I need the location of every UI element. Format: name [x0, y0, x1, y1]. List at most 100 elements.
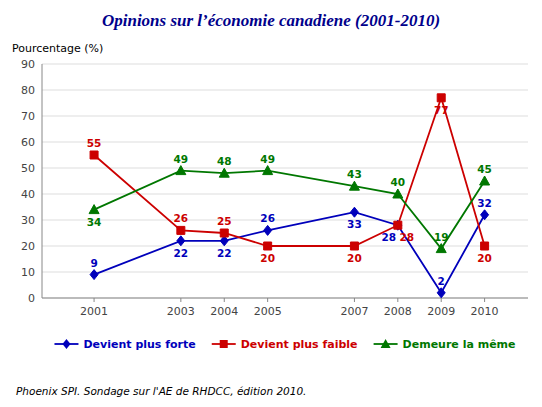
- data-label: 40: [391, 176, 406, 188]
- y-tick-label: 60: [21, 136, 35, 149]
- series-line: [94, 98, 485, 246]
- point: [219, 168, 229, 177]
- grid-line: [42, 194, 528, 195]
- x-tick-label: 2003: [167, 305, 195, 318]
- grid-line: [42, 64, 528, 65]
- point: [263, 166, 273, 175]
- point: [90, 151, 98, 159]
- y-tick-label: 70: [21, 110, 35, 123]
- grid-line: [42, 298, 528, 299]
- point: [481, 242, 489, 250]
- data-label: 77: [434, 104, 449, 116]
- data-label: 43: [347, 168, 362, 180]
- point: [220, 229, 228, 237]
- point: [394, 220, 402, 230]
- x-tick-label: 2001: [80, 305, 108, 318]
- x-tick: [354, 298, 355, 302]
- legend-label: Demeure la même: [403, 338, 516, 351]
- point: [349, 181, 359, 190]
- legend-marker: [62, 339, 70, 349]
- data-label: 49: [174, 153, 189, 165]
- data-label: 45: [477, 163, 492, 175]
- point: [480, 176, 490, 185]
- footer: Phoenix SPI. Sondage sur l'AE de RHDCC, …: [16, 385, 306, 397]
- y-tick-label: 0: [28, 292, 35, 305]
- y-tick-label: 50: [21, 162, 35, 175]
- grid-line: [42, 90, 528, 91]
- legend-item: Demeure la même: [374, 338, 516, 351]
- x-tick: [180, 298, 181, 302]
- data-label: 32: [477, 197, 492, 209]
- grid: [42, 64, 528, 298]
- legend-label: Devient plus faible: [241, 338, 358, 351]
- title: Opinions sur l’économie canadiene (2001-…: [102, 11, 440, 30]
- x-tick-label: 2009: [427, 305, 455, 318]
- x-tick-label: 2004: [210, 305, 238, 318]
- plot-area: [89, 94, 490, 298]
- series-line: [94, 212, 485, 293]
- grid-line: [42, 220, 528, 221]
- x-tick: [267, 298, 268, 302]
- grid-line: [42, 116, 528, 117]
- grid-line: [42, 272, 528, 273]
- point: [350, 242, 358, 250]
- data-label: 20: [477, 252, 492, 264]
- data-label: 22: [217, 247, 232, 259]
- legend-item: Devient plus forte: [54, 338, 195, 351]
- point: [264, 242, 272, 250]
- chart: Opinions sur l’économie canadiene (2001-…: [0, 0, 542, 407]
- data-label: 20: [260, 252, 275, 264]
- data-label: 55: [87, 137, 102, 149]
- point: [481, 210, 489, 220]
- x-tick: [397, 298, 398, 302]
- legend-marker: [220, 340, 228, 348]
- point: [437, 94, 445, 102]
- data-label: 2: [438, 275, 445, 287]
- point: [89, 205, 99, 214]
- x-tick-label: 2010: [471, 305, 499, 318]
- y-tick-label: 20: [21, 240, 35, 253]
- point: [394, 221, 402, 229]
- data-label: 48: [217, 155, 232, 167]
- point: [177, 226, 185, 234]
- point: [90, 270, 98, 280]
- x-tick: [484, 298, 485, 302]
- background: [0, 0, 542, 407]
- data-label: 26: [260, 212, 275, 224]
- y-tick-label: 40: [21, 188, 35, 201]
- point: [350, 207, 358, 217]
- point: [393, 189, 403, 198]
- point: [264, 225, 272, 235]
- legend: Devient plus forte Devient plus faible Dem…: [54, 338, 515, 351]
- y-tick-label: 90: [21, 58, 35, 71]
- x-tick-label: 2005: [254, 305, 282, 318]
- y-tick-label: 80: [21, 84, 35, 97]
- y-tick-label: 30: [21, 214, 35, 227]
- data-label: 19: [434, 231, 449, 243]
- x-tick: [441, 298, 442, 302]
- legend-marker: [381, 339, 391, 348]
- y-axis-label: Pourcentage (%): [12, 42, 103, 55]
- data-label: 33: [347, 218, 362, 230]
- data-label: 26: [174, 212, 189, 224]
- point: [177, 236, 185, 246]
- x-tick: [94, 298, 95, 302]
- data-label: 49: [260, 153, 275, 165]
- data-label: 25: [217, 215, 232, 227]
- data-label: 9: [90, 257, 97, 269]
- data-label: 28: [400, 231, 415, 243]
- point: [176, 166, 186, 175]
- legend-item: Devient plus faible: [212, 338, 358, 351]
- point: [436, 244, 446, 253]
- point: [437, 288, 445, 298]
- x-tick-label: 2008: [384, 305, 412, 318]
- data-label: 34: [87, 216, 102, 228]
- y-axis: [42, 64, 43, 298]
- x-tick: [224, 298, 225, 302]
- y-tick-label: 10: [21, 266, 35, 279]
- series-line: [94, 171, 485, 249]
- data-label: 28: [382, 231, 397, 243]
- x-tick-label: 2007: [340, 305, 368, 318]
- data-label: 20: [347, 252, 362, 264]
- legend-label: Devient plus forte: [83, 338, 195, 351]
